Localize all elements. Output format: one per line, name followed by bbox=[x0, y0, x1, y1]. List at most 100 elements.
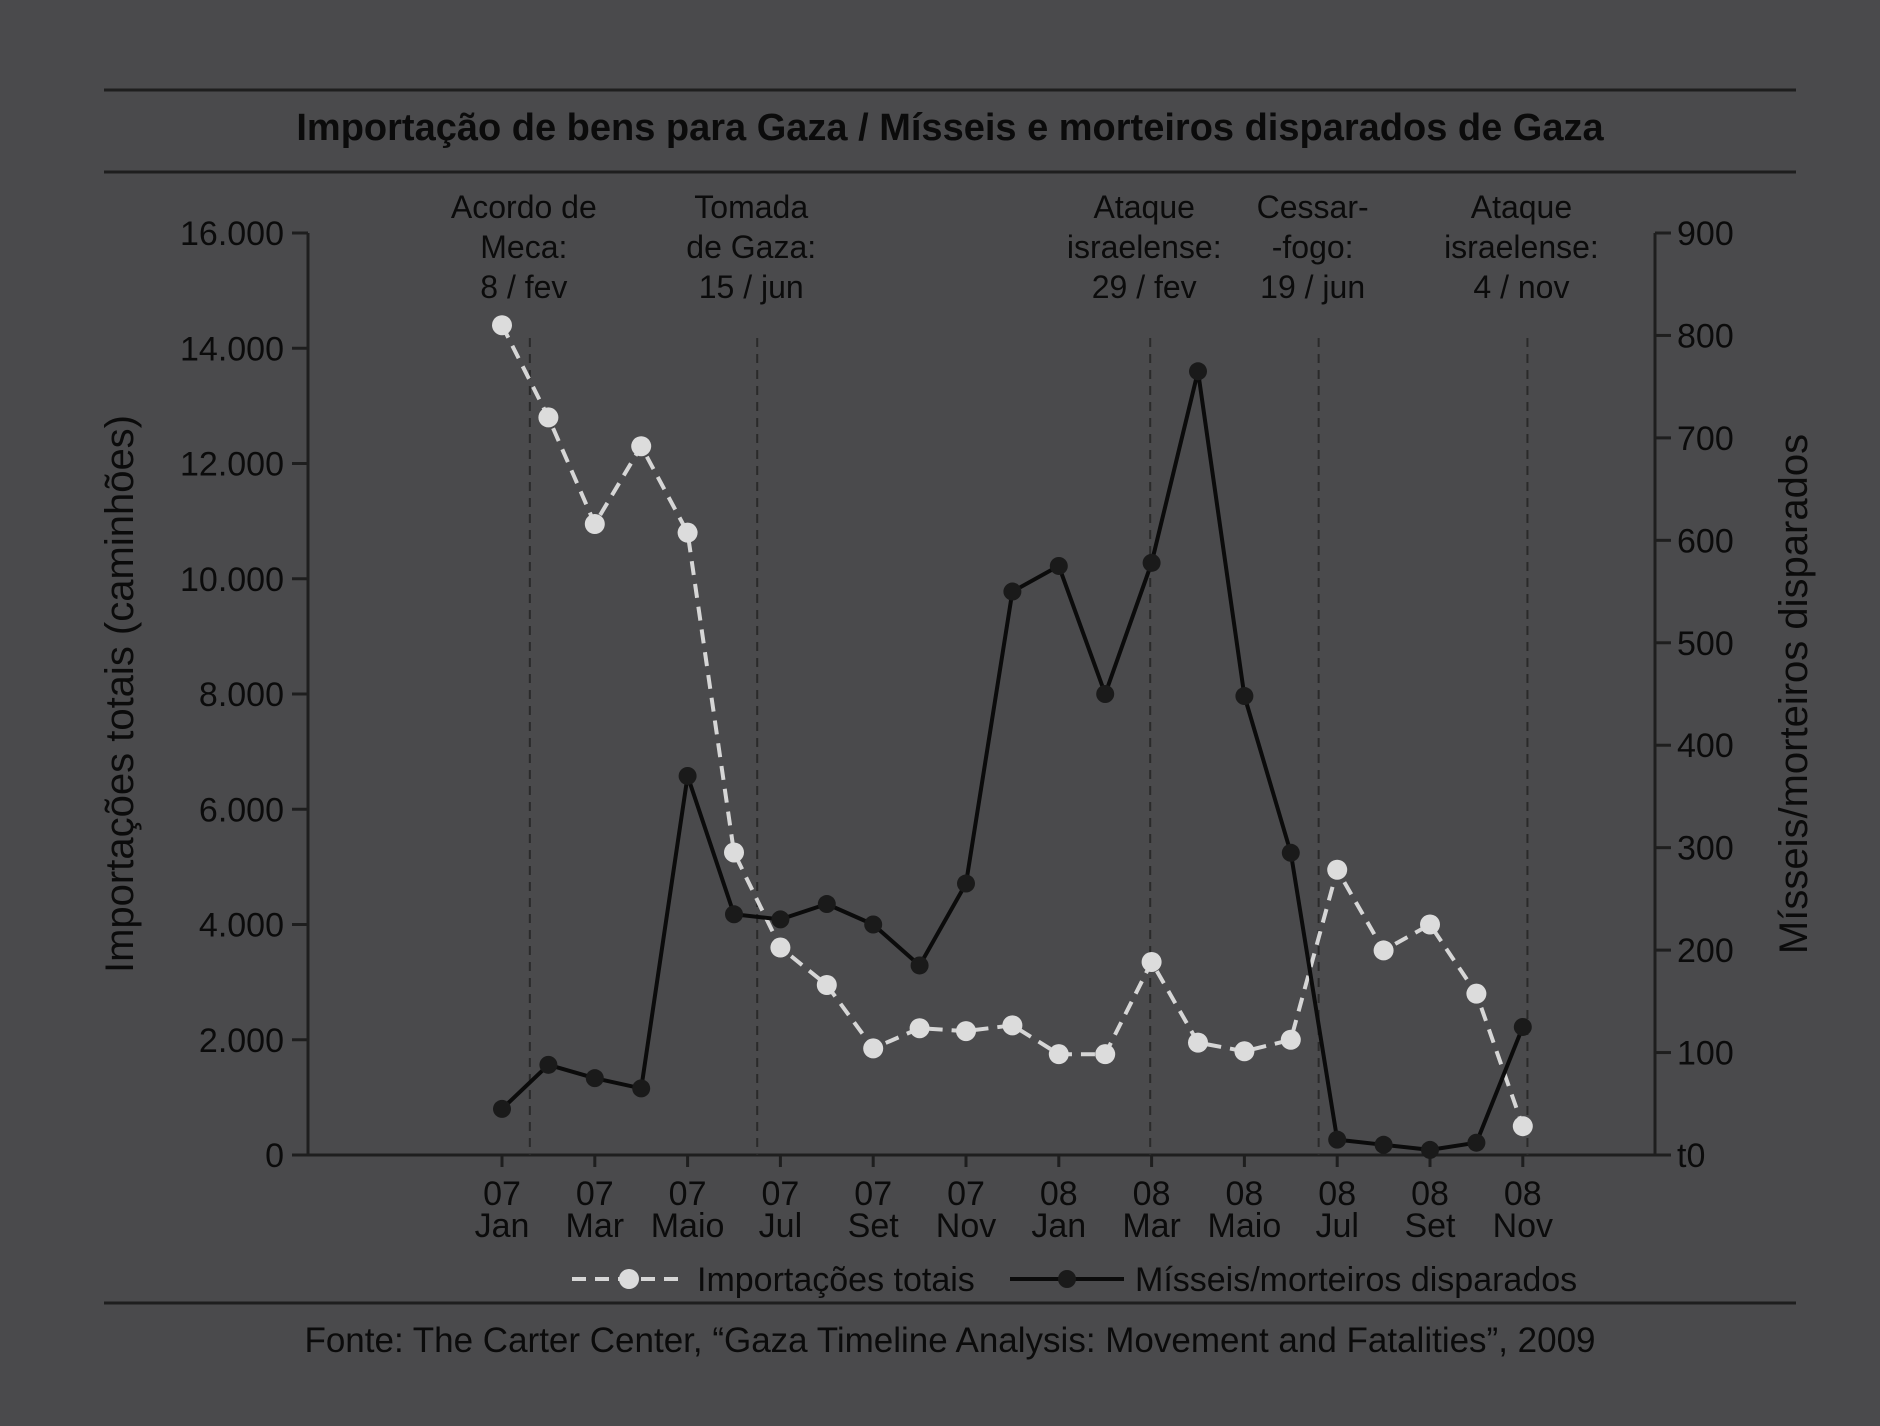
left-tick-label: 12.000 bbox=[180, 446, 284, 484]
rockets-data-point bbox=[1421, 1140, 1439, 1159]
legend-rockets-swatch-dot bbox=[1058, 1270, 1076, 1288]
imports-data-point bbox=[1002, 1015, 1023, 1036]
imports-data-point bbox=[956, 1021, 976, 1042]
rockets-data-point bbox=[1328, 1130, 1347, 1149]
left-tick-label: 14.000 bbox=[180, 330, 284, 368]
rockets-data-point bbox=[864, 915, 883, 934]
right-tick-label: 500 bbox=[1677, 625, 1734, 663]
x-tick-label-year: 08 bbox=[1411, 1175, 1449, 1213]
rockets-data-point bbox=[1281, 843, 1300, 862]
imports-data-point bbox=[1095, 1044, 1116, 1065]
x-tick-label-year: 07 bbox=[854, 1175, 892, 1213]
rockets-data-point bbox=[1142, 553, 1161, 572]
rockets-data-point bbox=[585, 1069, 604, 1088]
rockets-data-point bbox=[817, 895, 836, 914]
rockets-data-point bbox=[725, 905, 743, 924]
right-tick-label: 600 bbox=[1677, 522, 1734, 560]
left-axis-label: Importações totais (caminhões) bbox=[98, 415, 142, 973]
left-tick-label: 8.000 bbox=[199, 676, 284, 714]
imports-data-point bbox=[770, 937, 791, 958]
event-label: Meca: bbox=[480, 229, 567, 265]
event-label: 19 / jun bbox=[1260, 269, 1365, 305]
rockets-data-point bbox=[632, 1079, 651, 1098]
event-label: Ataque bbox=[1471, 189, 1572, 225]
imports-data-point bbox=[1512, 1116, 1533, 1137]
imports-data-point bbox=[1188, 1032, 1208, 1053]
rockets-data-point bbox=[1096, 685, 1115, 703]
imports-data-point bbox=[584, 514, 605, 535]
legend-rockets-label: Mísseis/morteiros disparados bbox=[1135, 1261, 1577, 1299]
event-label: 4 / nov bbox=[1473, 269, 1569, 305]
x-tick-label-year: 08 bbox=[1504, 1175, 1542, 1213]
rockets-data-point bbox=[1235, 687, 1254, 706]
imports-data-point bbox=[1327, 859, 1348, 880]
right-axis-label: Mísseis/morteiros disparados bbox=[1772, 434, 1816, 954]
imports-data-point bbox=[538, 407, 559, 428]
rockets-data-point bbox=[1513, 1017, 1532, 1036]
rockets-data-point bbox=[1003, 582, 1022, 601]
x-tick-label-month: Jul bbox=[1315, 1207, 1358, 1245]
x-tick-label-month: Nov bbox=[936, 1207, 996, 1245]
rockets-data-point bbox=[1049, 556, 1068, 575]
left-tick-label: 4.000 bbox=[199, 907, 284, 945]
x-tick-label-month: Maio bbox=[1208, 1207, 1282, 1245]
imports-data-point bbox=[1466, 983, 1487, 1004]
left-tick-label: 10.000 bbox=[180, 561, 284, 599]
x-tick-label-year: 08 bbox=[1040, 1175, 1078, 1213]
right-tick-label: 300 bbox=[1677, 830, 1734, 868]
right-tick-label: 400 bbox=[1677, 727, 1734, 765]
left-tick-label: 0 bbox=[265, 1137, 284, 1175]
imports-data-point bbox=[677, 522, 698, 543]
event-label: 15 / jun bbox=[699, 269, 804, 305]
imports-data-point bbox=[724, 842, 744, 863]
rockets-data-point bbox=[957, 874, 975, 893]
right-tick-label: 200 bbox=[1677, 932, 1734, 970]
rockets-data-point bbox=[493, 1099, 511, 1118]
imports-data-point bbox=[1048, 1044, 1069, 1065]
imports-data-point bbox=[863, 1038, 884, 1059]
imports-data-point bbox=[816, 975, 837, 996]
imports-data-point bbox=[1420, 914, 1440, 935]
rockets-data-point bbox=[771, 910, 790, 929]
x-tick-label-year: 07 bbox=[576, 1175, 614, 1213]
right-tick-label: 900 bbox=[1677, 215, 1734, 253]
imports-data-point bbox=[1280, 1029, 1301, 1050]
x-tick-label-year: 07 bbox=[761, 1175, 799, 1213]
imports-data-point bbox=[1141, 951, 1162, 972]
x-tick-label-year: 07 bbox=[669, 1175, 707, 1213]
imports-data-point bbox=[492, 315, 512, 336]
left-tick-label: 16.000 bbox=[180, 215, 284, 253]
event-label: israelense: bbox=[1067, 229, 1222, 265]
x-tick-label-month: Set bbox=[1404, 1207, 1456, 1245]
event-label: Cessar- bbox=[1257, 189, 1369, 225]
x-tick-label-month: Mar bbox=[1122, 1207, 1181, 1245]
x-tick-label-year: 07 bbox=[947, 1175, 985, 1213]
x-tick-label-month: Jul bbox=[759, 1207, 802, 1245]
imports-data-point bbox=[1373, 940, 1394, 961]
x-tick-label-month: Jan bbox=[1031, 1207, 1086, 1245]
right-tick-label: 700 bbox=[1677, 420, 1734, 458]
event-label: Acordo de bbox=[451, 189, 597, 225]
event-label: Ataque bbox=[1093, 189, 1194, 225]
right-tick-label: 800 bbox=[1677, 317, 1734, 355]
x-tick-label-month: Nov bbox=[1493, 1207, 1553, 1245]
event-label: de Gaza: bbox=[686, 229, 816, 265]
x-tick-label-year: 07 bbox=[483, 1175, 521, 1213]
left-tick-label: 6.000 bbox=[199, 791, 284, 829]
x-tick-label-year: 08 bbox=[1133, 1175, 1171, 1213]
imports-series-line bbox=[500, 324, 1525, 1127]
left-tick-label: 2.000 bbox=[199, 1022, 284, 1060]
rockets-data-point bbox=[539, 1055, 558, 1074]
event-label: 29 / fev bbox=[1092, 269, 1197, 305]
imports-data-point bbox=[909, 1018, 930, 1039]
event-label: 8 / fev bbox=[480, 269, 567, 305]
event-label: -fogo: bbox=[1272, 229, 1354, 265]
imports-data-point bbox=[631, 436, 652, 457]
x-tick-label-month: Maio bbox=[651, 1207, 725, 1245]
event-label: israelense: bbox=[1444, 229, 1599, 265]
legend-imports-label: Importações totais bbox=[697, 1261, 975, 1299]
rockets-data-point bbox=[910, 956, 929, 975]
rockets-data-point bbox=[1374, 1135, 1393, 1154]
imports-data-point bbox=[1234, 1041, 1255, 1062]
x-tick-label-month: Set bbox=[848, 1207, 900, 1245]
